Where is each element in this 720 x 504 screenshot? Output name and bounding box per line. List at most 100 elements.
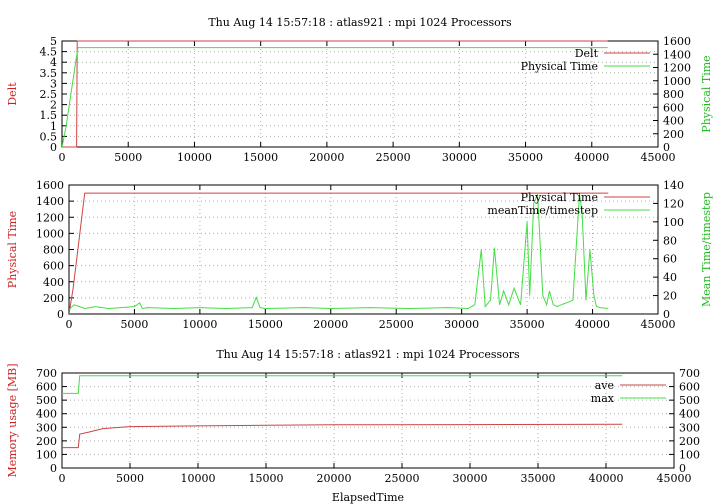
x-tick-label: 35000 [521,472,556,485]
chart-title: Thu Aug 14 15:57:18 : atlas921 : mpi 102… [208,16,512,29]
chart-panel-3: 0 5000 10000 15000 20000 25000 30000 35000 40000… [6,348,700,504]
y2-tick-label: 600 [663,101,684,114]
y-tick-label: 4 [50,56,57,69]
series-line-physical-time [62,47,608,148]
y-tick-label: 200 [43,292,64,305]
y-tick-label: 0 [50,141,57,154]
x-tick-label: 40000 [574,151,609,164]
x-tick-label: 35000 [508,151,543,164]
x-tick-label: 15000 [248,318,283,331]
y2-tick-label: 60 [663,253,677,266]
y2-tick-label: 400 [663,115,684,128]
y-tick-label: 700 [36,367,57,380]
x-tick-label: 35000 [510,318,545,331]
x-tick-label: 0 [59,472,66,485]
y-tick-label: 1200 [36,211,64,224]
y-tick-label: 2 [50,99,57,112]
y-axis-label: Delt [6,82,19,106]
chart-panel-2: 0 5000 10000 15000 20000 25000 30000 35000 40000… [6,179,713,331]
y-tick-label: 1000 [36,227,64,240]
y-axis-label: Physical Time [6,211,19,288]
y-tick-label: 4.5 [40,46,58,59]
series-line-max [62,375,623,394]
y2-axis-label: Mean Time/timestep [700,192,713,307]
x-tick-label: 15000 [243,151,278,164]
chart-panel-1: 0 5000 10000 15000 20000 25000 30000 35000 40000… [6,16,713,164]
legend-label: Physical Time [521,191,598,204]
x-tick-label: 30000 [453,472,488,485]
x-tick-label: 10000 [181,472,216,485]
x-tick-label: 30000 [444,318,479,331]
x-tick-label: 20000 [309,151,344,164]
series-line-delt [62,40,608,148]
y-tick-label: 2.5 [40,88,58,101]
y2-tick-label: 1400 [663,48,691,61]
y-tick-label: 0.5 [40,130,58,143]
y2-tick-label: 200 [679,435,700,448]
series-line-physical-time [69,192,609,315]
y2-tick-label: 1000 [663,75,691,88]
y2-tick-label: 100 [663,216,684,229]
y2-tick-label: 1600 [663,35,691,48]
y-tick-label: 500 [36,394,57,407]
x-tick-label: 25000 [379,318,414,331]
series-line-meantime-timestep [69,194,609,310]
x-tick-label: 25000 [385,472,420,485]
y-axis-label: Memory usage [MB] [6,363,19,477]
y2-tick-label: 100 [679,448,700,461]
x-tick-label: 25000 [376,151,411,164]
y2-tick-label: 800 [663,88,684,101]
y-tick-label: 1.5 [40,109,58,122]
y2-tick-label: 140 [663,179,684,192]
x-tick-label: 5000 [120,318,148,331]
x-tick-label: 5000 [114,151,142,164]
x-tick-label: 10000 [182,318,217,331]
y-tick-label: 3 [50,77,57,90]
y2-tick-label: 200 [663,128,684,141]
legend-label: ave [595,379,614,392]
x-tick-label: 40000 [589,472,624,485]
y2-tick-label: 80 [663,234,677,247]
y-tick-label: 0 [57,308,64,321]
y2-tick-label: 0 [679,462,686,475]
y2-tick-label: 400 [679,408,700,421]
y2-tick-label: 700 [679,367,700,380]
x-axis-label: ElapsedTime [332,491,404,504]
y-tick-label: 0 [50,462,57,475]
x-tick-label: 10000 [177,151,212,164]
legend-label: Delt [575,47,599,60]
x-tick-label: 45000 [657,472,692,485]
x-tick-label: 5000 [116,472,144,485]
y2-tick-label: 20 [663,290,677,303]
x-tick-label: 0 [59,151,66,164]
y2-tick-label: 0 [663,141,670,154]
y2-tick-label: 120 [663,197,684,210]
y2-tick-label: 300 [679,421,700,434]
x-tick-label: 0 [66,318,73,331]
y-tick-label: 400 [43,276,64,289]
y-tick-label: 3.5 [40,67,58,80]
y-tick-label: 5 [50,35,57,48]
x-tick-label: 20000 [317,472,352,485]
y-tick-label: 200 [36,435,57,448]
x-tick-label: 40000 [575,318,610,331]
series-line-ave [62,423,623,449]
x-tick-label: 30000 [442,151,477,164]
x-tick-label: 45000 [641,151,676,164]
legend-label: max [591,392,615,405]
y-tick-label: 100 [36,448,57,461]
chart-title: Thu Aug 14 15:57:18 : atlas921 : mpi 102… [216,348,520,361]
y2-axis-label: Physical Time [700,55,713,132]
y-tick-label: 1400 [36,195,64,208]
y2-tick-label: 1200 [663,62,691,75]
y2-tick-label: 40 [663,271,677,284]
y-tick-label: 1600 [36,179,64,192]
plot-frame [61,372,675,469]
legend-label: meanTime/timestep [487,204,598,217]
y-tick-label: 400 [36,408,57,421]
y2-tick-label: 600 [679,381,700,394]
y-tick-label: 1 [50,120,57,133]
y-tick-label: 300 [36,421,57,434]
plot-frame [61,40,659,148]
